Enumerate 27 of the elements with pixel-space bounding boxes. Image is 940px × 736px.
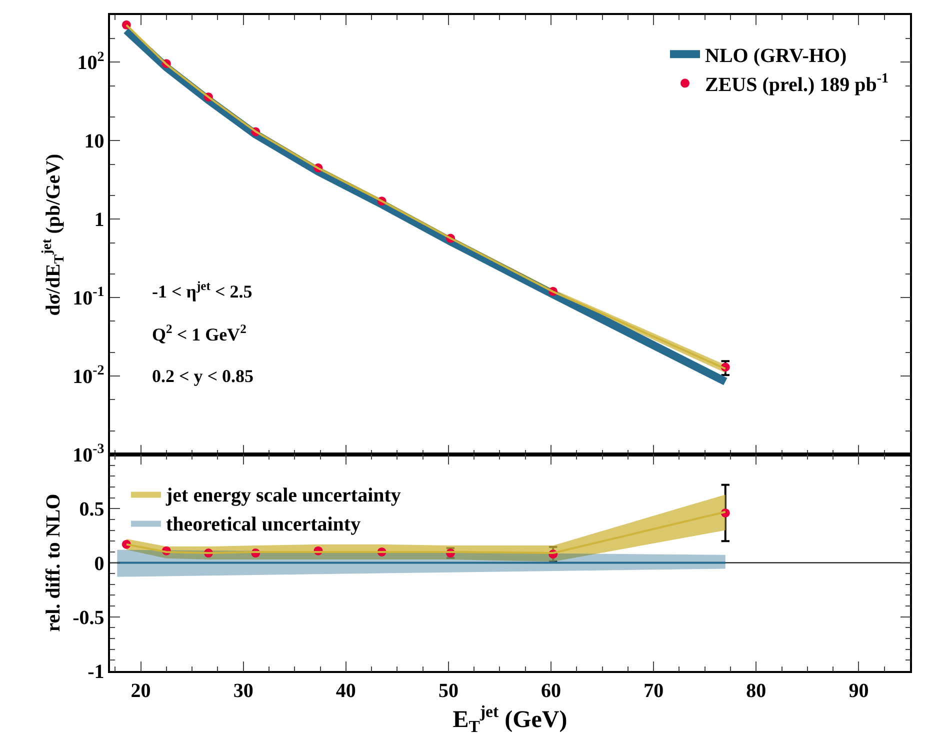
y-tick-label: -0.5	[72, 606, 104, 629]
legend-label: ZEUS (prel.) 189 pb$^{-1}$	[705, 72, 889, 96]
y-tick-label: 10$^{-3}$	[72, 442, 104, 467]
y-tick-label: 0	[94, 552, 104, 575]
x-tick-label: 50	[438, 680, 458, 702]
y-tick-label: 10$^{2}$	[77, 50, 104, 74]
y-tick-label: -1	[88, 661, 104, 683]
legend-label: theoretical uncertainty	[166, 514, 361, 536]
x-axis-title: E$_{T}$$^{jet}$ (GeV)	[452, 702, 568, 736]
annotation: -1 < η$^{jet}$ < 2.5	[152, 279, 252, 302]
y-tick-label: 0.5	[79, 498, 104, 521]
x-tick-label: 30	[233, 680, 254, 702]
x-tick-label: 20	[130, 680, 151, 702]
x-tick-label: 40	[336, 680, 356, 702]
x-tick-label: 60	[541, 680, 562, 702]
y-axis-title: rel. diff. to NLO	[42, 494, 64, 632]
y-tick-label: 10	[84, 130, 104, 153]
y-tick-label: 10$^{-1}$	[72, 285, 104, 310]
x-tick-label: 80	[746, 680, 766, 702]
legend-label: NLO (GRV-HO)	[705, 44, 847, 67]
legend-label: jet energy scale uncertainty	[165, 484, 401, 506]
y-tick-label: 10$^{-2}$	[72, 364, 104, 388]
x-tick-label: 90	[848, 680, 869, 702]
x-tick-label: 70	[644, 680, 664, 702]
annotation: Q$^{2}$ < 1 GeV$^{2}$	[152, 322, 246, 345]
annotation: 0.2 < y < 0.85	[152, 366, 254, 386]
y-tick-label: 1	[94, 209, 104, 232]
